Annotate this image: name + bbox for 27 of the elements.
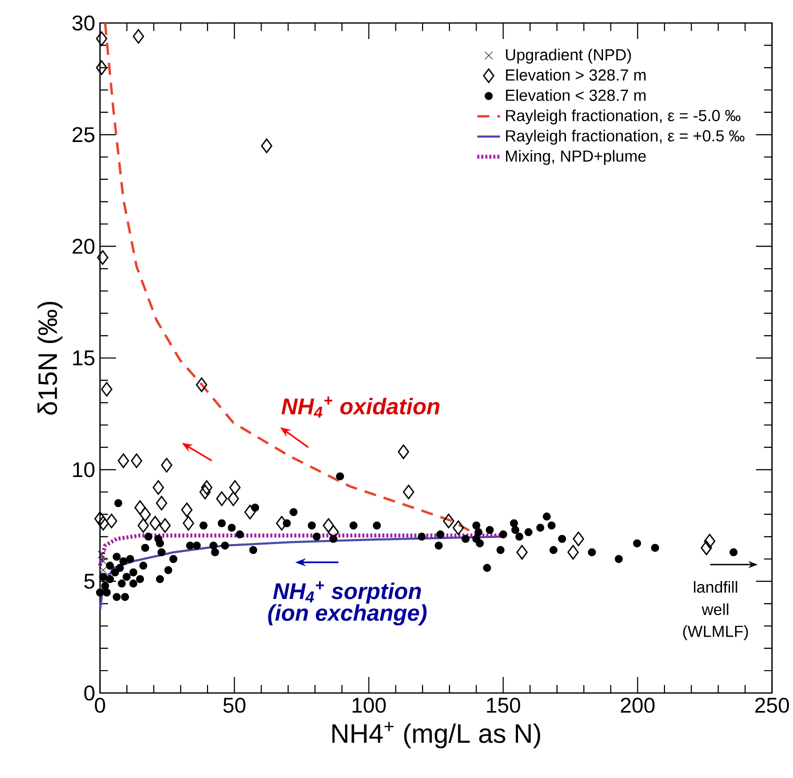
x-tick-label: 200 — [620, 698, 655, 713]
y-tick-label: 20 — [72, 238, 94, 254]
legend-label: Mixing, NPD+plume — [506, 150, 646, 165]
annotation: well — [702, 603, 728, 616]
x-tick-label: 100 — [352, 698, 386, 713]
annotation: (ion exchange) — [268, 604, 427, 626]
x-axis-title: NH4$^{+}$ (mg/L as N) — [332, 722, 540, 748]
y-tick-label: 15 — [73, 350, 94, 366]
legend-label: Elevation < 328.7 m — [506, 89, 646, 101]
y-axis-title: δ15N (‰) — [38, 302, 62, 415]
x-tick-label: 150 — [487, 698, 520, 713]
annotation: NH$_{4}$$^{+}$ sorption — [273, 581, 421, 604]
y-tick-label: 30 — [72, 15, 94, 31]
legend-label: Elevation > 328.7 m — [506, 68, 646, 81]
y-tick-label: 25 — [72, 127, 94, 142]
annotation: landfill — [694, 581, 738, 593]
legend-label: Rayleigh fractionation, ε = +0.5 ‰ — [506, 130, 744, 145]
y-tick-label: 10 — [73, 462, 94, 478]
x-tick-label: 50 — [223, 698, 246, 713]
legend-label: Rayleigh fractionation, ε = -5.0 ‰ — [506, 109, 740, 124]
annotation: (WLMLF) — [683, 625, 748, 640]
x-tick-label: 0 — [94, 698, 106, 713]
legend-label: Upgradient (NPD) — [506, 48, 631, 64]
y-tick-label: 0 — [84, 685, 94, 701]
annotation: NH$_{4}$$^{+}$ oxidation — [282, 396, 440, 418]
x-tick-label: 250 — [755, 698, 789, 713]
y-tick-label: 5 — [84, 574, 94, 589]
